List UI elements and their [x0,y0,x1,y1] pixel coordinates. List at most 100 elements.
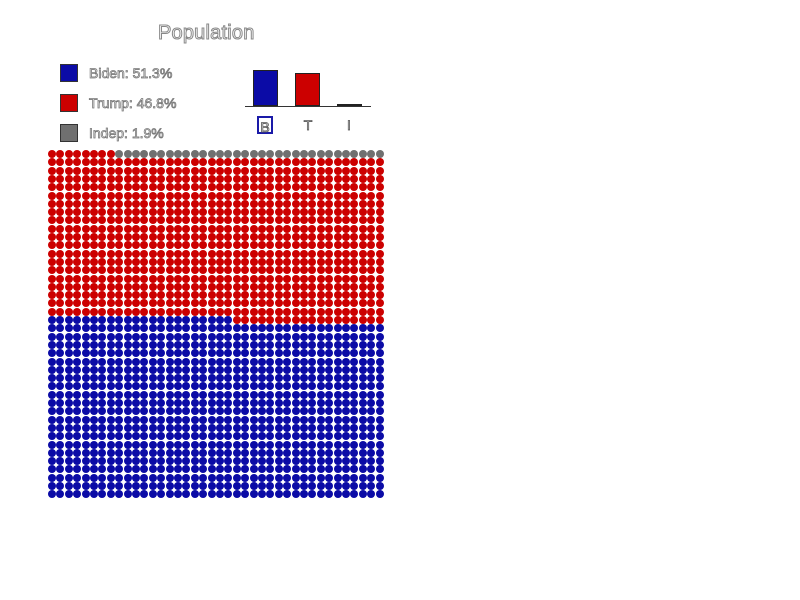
waffle-dot-trump [358,274,367,283]
waffle-dot-biden [216,440,224,449]
waffle-dot-trump [115,191,124,200]
waffle-dot-trump [325,216,334,225]
waffle-dot-trump [316,316,325,324]
waffle-dot-biden [283,399,292,407]
waffle-dot-biden [283,482,292,490]
waffle-dot-trump [64,166,73,175]
waffle-dot-trump [358,233,367,241]
waffle-dot-trump [224,249,233,258]
mini-bar-biden[interactable] [253,70,278,106]
waffle-dot-trump [174,282,182,291]
waffle-dot-trump [174,291,182,300]
waffle-dot-biden [258,324,266,333]
waffle-dot-biden [90,490,98,499]
waffle-dot-trump [123,166,132,175]
waffle-dot-trump [98,199,107,208]
waffle-dot-biden [266,440,275,449]
waffle-dot-trump [132,307,140,316]
waffle-dot-biden [249,407,258,416]
waffle-dot-trump [291,291,300,300]
waffle-dot-biden [123,382,132,391]
mini-label-b[interactable]: B [257,116,273,135]
waffle-dot-trump [73,208,82,217]
waffle-dot-trump [249,291,258,300]
waffle-dot-trump [224,257,233,266]
waffle-dot-trump [48,166,56,175]
waffle-dot-biden [182,448,191,457]
waffle-dot-biden [258,473,266,482]
waffle-dot-trump [350,307,359,316]
waffle-dot-indep [249,150,258,158]
waffle-dot-biden [249,482,258,490]
waffle-dot-trump [300,199,308,208]
waffle-dot-biden [249,324,258,333]
waffle-dot-trump [375,224,384,233]
waffle-dot-trump [106,224,115,233]
waffle-dot-biden [342,374,350,383]
waffle-dot-trump [325,249,334,258]
waffle-dot-indep [241,150,250,158]
waffle-dot-biden [350,390,359,399]
mini-label-i[interactable]: I [347,117,352,134]
waffle-dot-trump [56,266,65,275]
waffle-dot-biden [90,349,98,358]
waffle-dot-trump [375,216,384,225]
waffle-dot-biden [123,349,132,358]
waffle-dot-biden [350,465,359,474]
waffle-dot-biden [232,448,241,457]
waffle-dot-trump [375,241,384,250]
waffle-dot-biden [375,349,384,358]
waffle-dot-biden [358,490,367,499]
waffle-dot-biden [367,324,376,333]
waffle-dot-biden [81,374,90,383]
waffle-dot-biden [232,415,241,424]
waffle-dot-trump [316,224,325,233]
waffle-dot-trump [98,158,107,167]
waffle-dot-trump [291,249,300,258]
waffle-dot-biden [325,407,334,416]
waffle-dot-trump [224,166,233,175]
waffle-dot-biden [274,473,283,482]
waffle-dot-biden [140,482,149,490]
waffle-dot-biden [367,465,376,474]
mini-label-t[interactable]: T [303,117,313,134]
waffle-dot-biden [190,382,199,391]
waffle-dot-trump [224,191,233,200]
waffle-dot-trump [350,166,359,175]
waffle-dot-biden [157,332,166,341]
waffle-dot-indep [375,150,384,158]
waffle-dot-biden [106,415,115,424]
waffle-dot-trump [291,208,300,217]
waffle-dot-trump [199,166,208,175]
waffle-dot-biden [182,399,191,407]
waffle-dot-trump [73,158,82,167]
waffle-dot-trump [207,158,216,167]
waffle-dot-trump [308,241,317,250]
waffle-dot-trump [283,316,292,324]
waffle-dot-trump [199,299,208,308]
waffle-dot-trump [350,191,359,200]
waffle-dot-trump [106,249,115,258]
waffle-dot-biden [358,465,367,474]
waffle-dot-biden [325,390,334,399]
waffle-dot-trump [123,208,132,217]
waffle-dot-biden [274,423,283,432]
waffle-dot-biden [367,365,376,374]
waffle-dot-biden [148,340,157,349]
waffle-dot-biden [375,365,384,374]
waffle-dot-biden [98,382,107,391]
waffle-dot-biden [358,365,367,374]
waffle-dot-biden [291,382,300,391]
waffle-dot-biden [266,423,275,432]
waffle-dot-trump [249,183,258,192]
mini-bar-indep[interactable] [337,104,362,106]
waffle-dot-biden [106,465,115,474]
waffle-dot-trump [224,208,233,217]
mini-bar-trump[interactable] [295,73,320,106]
waffle-dot-trump [64,241,73,250]
waffle-dot-trump [64,158,73,167]
waffle-dot-trump [182,299,191,308]
waffle-dot-biden [274,465,283,474]
waffle-dot-biden [56,490,65,499]
waffle-dot-trump [350,316,359,324]
